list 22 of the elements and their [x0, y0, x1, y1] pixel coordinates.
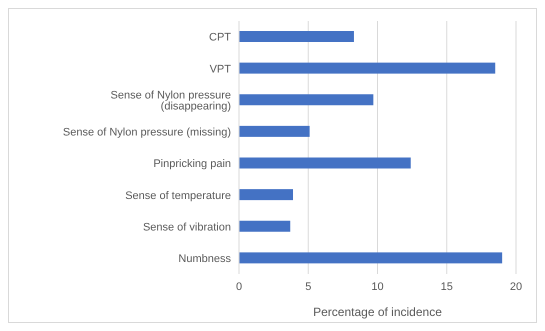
bar	[239, 220, 290, 232]
y-tick-label: Pinpricking pain	[153, 158, 231, 170]
bar	[239, 31, 354, 42]
x-tick-label: 10	[371, 280, 384, 293]
x-tick-label: 15	[440, 280, 453, 293]
y-tick-label: Sense of vibration	[142, 221, 231, 234]
y-tick-label: Numbness	[178, 253, 232, 266]
x-axis-title: Percentage of incidence	[313, 305, 442, 319]
y-tick-label: Sense of Nylon pressure (disappearing)	[110, 89, 231, 112]
x-tick-label: 20	[510, 280, 522, 293]
bar	[239, 252, 502, 264]
bar	[239, 126, 310, 137]
x-tick-label: 0	[236, 280, 242, 293]
y-tick-label: VPT	[210, 63, 232, 76]
y-tick-label: CPT	[209, 32, 232, 44]
bar	[239, 62, 496, 74]
x-tick-label: 5	[305, 280, 312, 293]
y-tick-label: Sense of temperature	[125, 190, 231, 202]
y-tick-label: Sense of Nylon pressure (missing)	[62, 126, 231, 139]
bar	[239, 94, 374, 106]
bar	[239, 189, 294, 200]
bar	[239, 158, 411, 168]
